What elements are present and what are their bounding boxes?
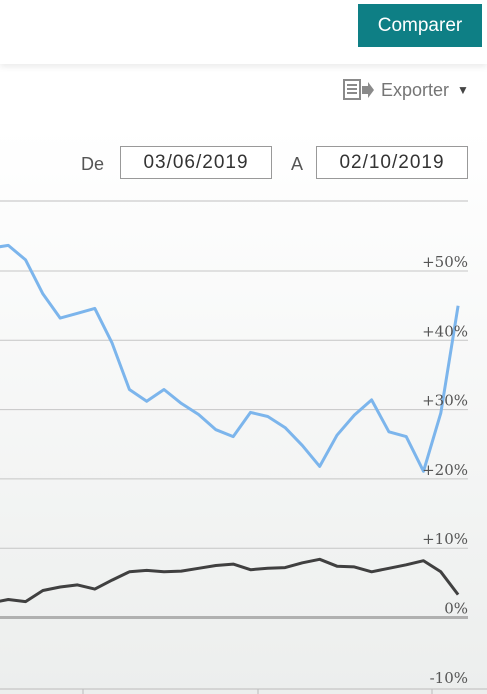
- date-to-label: A: [291, 154, 304, 174]
- export-button[interactable]: Exporter ▼: [342, 78, 469, 102]
- series-line-2: [0, 557, 460, 604]
- date-range-selector: De 03/06/2019 A 02/10/2019: [0, 146, 487, 182]
- date-to-input[interactable]: 02/10/2019: [316, 146, 468, 179]
- caret-down-icon: ▼: [457, 83, 469, 97]
- y-tick-label: +20%: [422, 461, 468, 479]
- y-tick-label: +30%: [422, 392, 468, 410]
- export-label: Exporter: [381, 79, 450, 100]
- y-tick-label: +40%: [422, 322, 468, 340]
- y-tick-label: +50%: [422, 253, 468, 271]
- date-from-label: De: [81, 154, 105, 174]
- line-chart: +50% +40% +30% +20% +10% 0% -10%: [0, 200, 487, 694]
- compare-button[interactable]: Comparer: [358, 4, 482, 47]
- y-tick-label: +10%: [422, 530, 468, 548]
- top-bar: Comparer: [0, 0, 487, 64]
- series-line-1: [0, 243, 460, 473]
- export-document-icon: [343, 79, 374, 100]
- y-tick-label: 0%: [444, 600, 468, 618]
- y-tick-label: -10%: [430, 669, 468, 687]
- date-from-input[interactable]: 03/06/2019: [120, 146, 272, 179]
- chart-panel: [0, 128, 487, 694]
